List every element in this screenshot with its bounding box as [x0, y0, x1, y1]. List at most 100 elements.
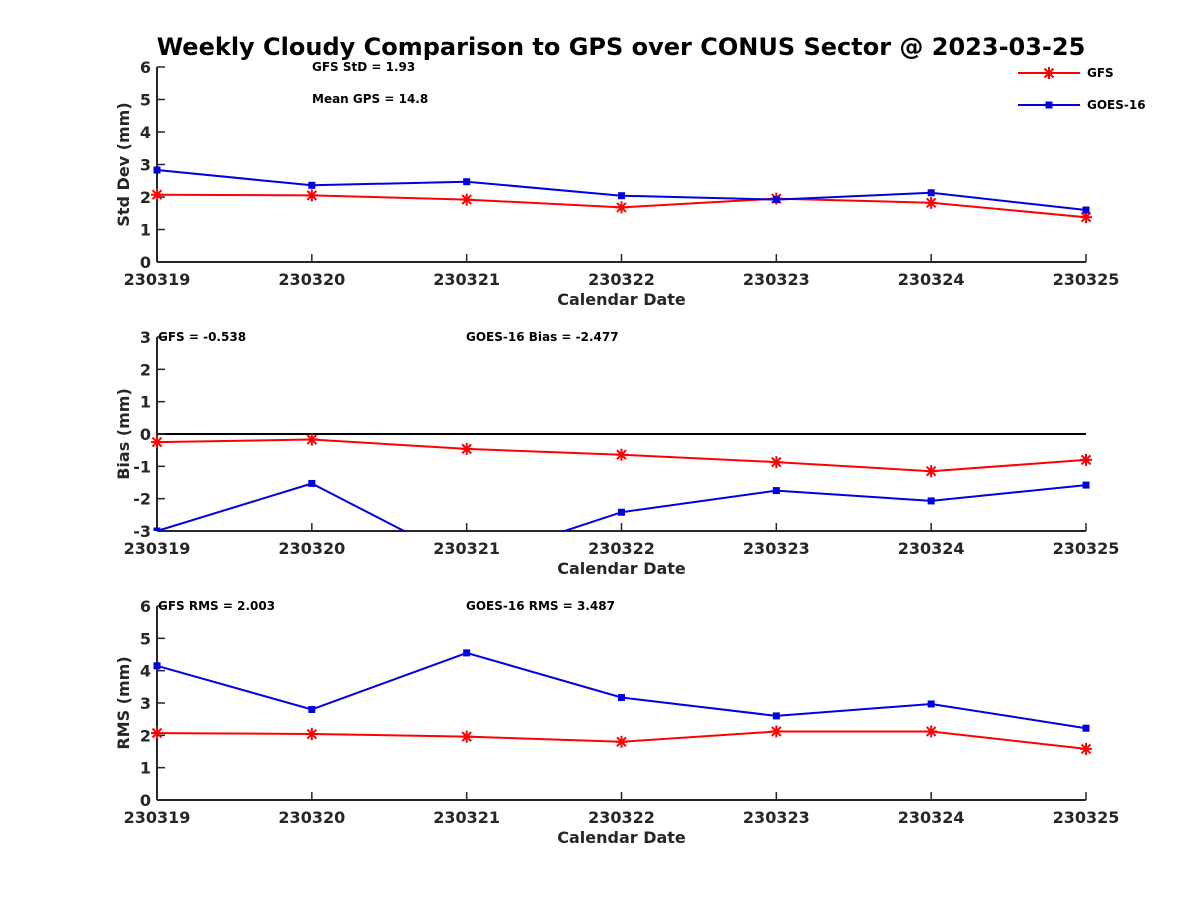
data-point-star: [151, 727, 163, 740]
legend-label: GFS: [1087, 66, 1114, 80]
y-tick-label: 1: [140, 221, 151, 240]
x-tick-label: 230322: [588, 539, 655, 558]
y-tick-label: -1: [133, 457, 151, 476]
x-tick-label: 230321: [433, 270, 500, 289]
stat-annotation: Mean GPS = 14.8: [312, 92, 428, 106]
data-point-star: [770, 725, 783, 738]
y-tick-label: 3: [140, 156, 151, 175]
x-tick-label: 230320: [278, 539, 345, 558]
y-axis-label: Std Dev (mm): [114, 102, 133, 226]
x-axis-label: Calendar Date: [557, 290, 686, 309]
y-tick-label: 1: [140, 759, 151, 778]
y-tick-label: 2: [140, 188, 151, 207]
data-point-star: [151, 436, 163, 449]
x-tick-label: 230325: [1053, 539, 1120, 558]
data-point-square: [153, 527, 161, 531]
data-point-square: [1082, 481, 1090, 489]
series-gfs: [151, 433, 1092, 478]
stat-annotation: GFS StD = 1.93: [312, 60, 415, 74]
panel-3: 0 1 2 3 4 5 6 230319 230320 230321 230322 230323 230…: [114, 597, 1119, 847]
data-point-star: [925, 725, 938, 738]
series-line: [156, 651, 1087, 730]
x-tick-label: 230323: [743, 808, 810, 827]
data-point-square: [1082, 724, 1090, 732]
x-tick-label: 230321: [433, 539, 500, 558]
y-tick-label: 3: [140, 694, 151, 713]
x-tick-label: 230323: [743, 539, 810, 558]
data-point-star: [460, 193, 473, 206]
data-point-square: [772, 196, 780, 204]
x-tick-label: 230320: [278, 270, 345, 289]
chart-legend: GFS GOES-16: [1018, 66, 1146, 112]
y-tick-label: 5: [140, 629, 151, 648]
data-point-star: [460, 730, 473, 743]
data-point-square: [618, 508, 625, 516]
legend-marker-star: [1043, 67, 1055, 79]
y-tick-label: 5: [140, 91, 151, 110]
legend-marker-square: [1045, 101, 1053, 109]
data-point-star: [1080, 453, 1092, 466]
data-point-square: [772, 712, 780, 720]
data-point-square: [463, 649, 471, 657]
data-point-star: [925, 196, 938, 209]
data-point-star: [460, 442, 473, 455]
chart-title: Weekly Cloudy Comparison to GPS over CON…: [157, 33, 1086, 61]
x-tick-label: 230323: [743, 270, 810, 289]
x-tick-label: 230324: [898, 808, 965, 827]
y-tick-label: 1: [140, 393, 151, 412]
data-point-square: [927, 189, 935, 197]
x-axis-label: Calendar Date: [557, 828, 686, 847]
y-tick-label: 3: [140, 328, 151, 347]
stat-annotation: GOES-16 RMS = 3.487: [466, 599, 615, 613]
data-point-square: [618, 192, 625, 200]
x-tick-label: 230319: [124, 539, 191, 558]
data-point-star: [305, 728, 318, 741]
series-goes-16: [153, 166, 1090, 214]
y-axis-label: RMS (mm): [114, 656, 133, 749]
x-tick-label: 230324: [898, 270, 965, 289]
data-point-square: [308, 479, 316, 487]
data-point-square: [927, 700, 935, 708]
y-tick-label: 2: [140, 726, 151, 745]
data-point-star: [925, 465, 938, 478]
data-point-square: [772, 487, 780, 495]
data-point-star: [1080, 742, 1092, 755]
x-tick-label: 230324: [898, 539, 965, 558]
data-point-star: [305, 433, 318, 446]
x-tick-label: 230322: [588, 808, 655, 827]
x-axis-label: Calendar Date: [557, 559, 686, 578]
data-point-star: [615, 735, 628, 748]
data-point-square: [153, 662, 161, 670]
x-tick-label: 230319: [124, 270, 191, 289]
legend-entry-gfs: GFS: [1018, 66, 1114, 80]
panel-1: 0 1 2 3 4 5 6 230319 230320 230321 230322 230323 230…: [114, 58, 1119, 309]
y-tick-label: 0: [140, 425, 151, 444]
stat-annotation: GFS RMS = 2.003: [158, 599, 275, 613]
panel-2: -3 -2 -1 0 1 2 3 230319 230320 230321 230322 230323…: [114, 328, 1119, 578]
y-tick-label: -3: [133, 522, 151, 541]
data-point-star: [615, 201, 628, 214]
y-tick-label: 0: [140, 791, 151, 810]
data-point-star: [1080, 211, 1092, 224]
series-goes-16: [153, 649, 1090, 732]
legend-entry-goes-16: GOES-16: [1018, 98, 1146, 112]
y-tick-label: 2: [140, 360, 151, 379]
data-point-square: [1082, 206, 1090, 214]
stat-annotation: GOES-16 Bias = -2.477: [466, 330, 619, 344]
y-tick-label: 4: [140, 123, 151, 142]
y-tick-label: 6: [140, 597, 151, 616]
data-point-square: [308, 181, 316, 189]
data-point-star: [770, 456, 783, 469]
x-tick-label: 230322: [588, 270, 655, 289]
y-tick-label: 0: [140, 253, 151, 272]
series-gfs: [151, 725, 1092, 755]
y-tick-label: 6: [140, 58, 151, 77]
data-point-square: [463, 560, 470, 567]
y-tick-label: 4: [140, 662, 151, 681]
x-tick-label: 230321: [433, 808, 500, 827]
series-goes-16: [153, 479, 1090, 567]
x-tick-label: 230320: [278, 808, 345, 827]
legend-label: GOES-16: [1087, 98, 1146, 112]
